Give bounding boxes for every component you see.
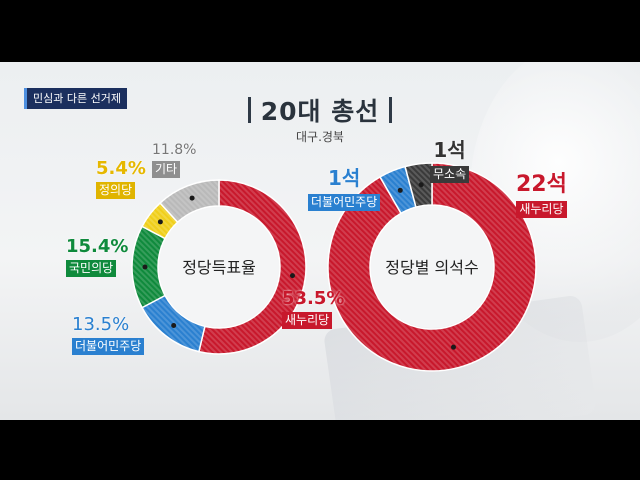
seat-count-donut: 정당별 의석수 [327,162,537,372]
seat-label-musosok: 1석 무소속 [430,134,470,183]
seat-name: 새누리당 [516,201,567,218]
donut-slice-texture-0 [198,180,307,354]
broadcast-frame: 민심과 다른 선거제 20대 총선 대구.경북 정당득표율 정당별 의석수 11… [0,62,640,420]
chart-title: 20대 총선 [260,97,380,126]
donut-slice-texture-2 [405,163,432,208]
slice-marker-dot-2 [418,182,424,188]
slice-value: 15.4% [66,236,129,257]
slice-value: 13.5% [72,314,130,335]
title-bar-left [247,97,251,123]
seat-value: 1석 [433,138,466,162]
slice-marker-dot-1 [171,322,177,328]
title-block: 20대 총선 [0,92,640,128]
seat-value: 22석 [516,172,567,197]
donut-center-label: 정당별 의석수 [385,258,478,277]
slice-name: 정의당 [96,182,136,199]
slice-value: 5.4% [96,158,146,179]
slice-marker-dot-0 [450,344,456,350]
donut-slice-texture-2 [131,226,166,308]
title-bar-right [389,97,393,123]
slice-label-deobureo: 13.5% 더불어민주당 [72,314,145,355]
topic-tag: 민심과 다른 선거제 [24,88,127,109]
slice-marker-dot-4 [189,195,195,201]
slice-name: 기타 [152,161,181,178]
slice-label-gukmin: 15.4% 국민의당 [66,236,128,277]
seat-value: 1석 [327,166,361,190]
chart-subtitle: 대구.경북 [296,130,344,144]
slice-label-gita: 11.8% 기타 [152,142,196,178]
slice-label-jeongui: 5.4% 정의당 [96,158,146,199]
slice-name: 국민의당 [66,260,117,277]
slice-label-saenuri: 53.5% 새누리당 [282,288,344,329]
donut-center-label: 정당득표율 [182,258,256,277]
seat-label-deobureo: 1석 더불어민주당 [308,162,381,211]
slice-marker-dot-0 [289,273,295,279]
slice-value: 53.5% [282,288,345,309]
donut-slice-texture-4 [160,180,219,223]
seat-name: 무소속 [430,166,470,183]
donut-charts: 정당득표율 정당별 의석수 [131,162,537,372]
seat-name: 더불어민주당 [308,194,381,211]
slice-name: 더불어민주당 [72,338,145,355]
donut-slice-texture-0 [328,163,536,372]
donut-hole [159,207,279,327]
slice-value: 11.8% [152,142,197,158]
slice-marker-dot-1 [397,187,403,193]
donut-hole [371,206,493,328]
vote-share-donut: 정당득표율 [131,179,307,355]
slice-marker-dot-3 [157,219,163,225]
seat-label-saenuri: 22석 새누리당 [516,166,567,218]
slice-marker-dot-2 [142,264,148,270]
slice-name: 새누리당 [282,312,333,329]
